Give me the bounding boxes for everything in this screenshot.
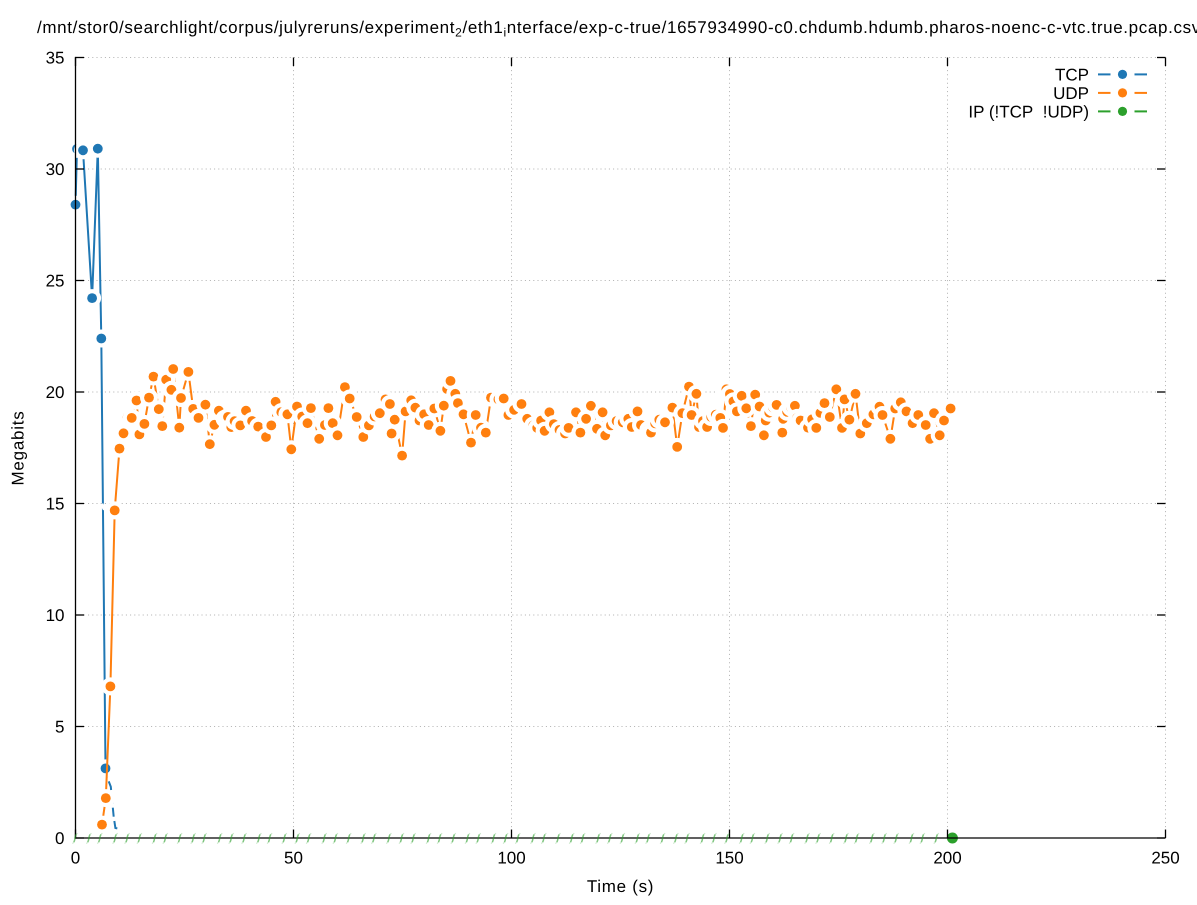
svg-text:100: 100 [497, 849, 525, 868]
svg-text:Megabits: Megabits [9, 411, 28, 486]
svg-text:200: 200 [933, 849, 961, 868]
svg-text:25: 25 [46, 272, 65, 291]
svg-text:5: 5 [55, 718, 64, 737]
svg-text:TCP: TCP [1055, 65, 1089, 84]
svg-text:15: 15 [46, 495, 65, 514]
svg-text:0: 0 [71, 849, 80, 868]
svg-text:20: 20 [46, 383, 65, 402]
svg-text:150: 150 [715, 849, 743, 868]
svg-text:/mnt/stor0/searchlight/corpus/: /mnt/stor0/searchlight/corpus/julyreruns… [37, 18, 1197, 40]
svg-text:50: 50 [284, 849, 303, 868]
svg-text:Time (s): Time (s) [587, 877, 654, 896]
svg-text:10: 10 [46, 606, 65, 625]
svg-text:0: 0 [55, 829, 64, 848]
svg-text:30: 30 [46, 160, 65, 179]
svg-text:IP (!TCP !UDP): IP (!TCP !UDP) [968, 102, 1089, 121]
svg-text:250: 250 [1151, 849, 1179, 868]
svg-text:UDP: UDP [1053, 84, 1089, 103]
svg-text:35: 35 [46, 49, 65, 68]
